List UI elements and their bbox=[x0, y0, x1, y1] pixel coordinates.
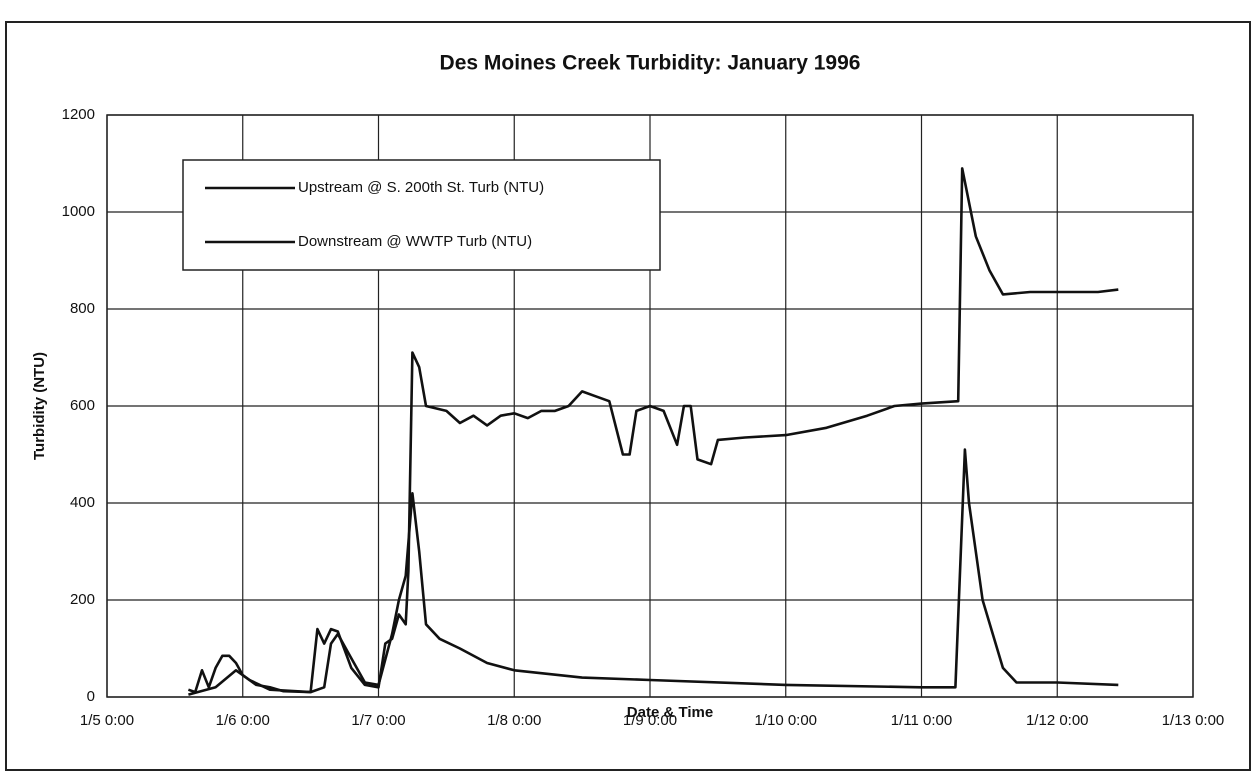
y-axis-label: Turbidity (NTU) bbox=[31, 352, 48, 460]
frame bbox=[5, 21, 1251, 771]
plot-border bbox=[106, 114, 1194, 698]
chart-title: Des Moines Creek Turbidity: January 1996 bbox=[440, 52, 861, 75]
y-tick-label: 0 bbox=[87, 688, 95, 705]
y-tick-label: 600 bbox=[70, 397, 95, 414]
y-tick-label: 1200 bbox=[62, 106, 95, 123]
y-tick-label: 400 bbox=[70, 494, 95, 511]
y-tick-label: 1000 bbox=[62, 203, 95, 220]
x-tick-label: 1/13 0:00 bbox=[1162, 712, 1225, 729]
y-tick-label: 800 bbox=[70, 300, 95, 317]
x-tick-label: 1/12 0:00 bbox=[1026, 712, 1089, 729]
legend-label: Upstream @ S. 200th St. Turb (NTU) bbox=[298, 179, 544, 196]
x-tick-label: 1/6 0:00 bbox=[216, 712, 270, 729]
x-tick-label: 1/5 0:00 bbox=[80, 712, 134, 729]
x-tick-label: 1/10 0:00 bbox=[754, 712, 817, 729]
x-tick-label: 1/8 0:00 bbox=[487, 712, 541, 729]
x-tick-label: 1/11 0:00 bbox=[891, 712, 952, 729]
x-tick-label: 1/7 0:00 bbox=[351, 712, 405, 729]
x-axis-label: Date & Time bbox=[627, 704, 713, 721]
legend-box bbox=[182, 159, 661, 271]
x-tick-label: 1/9 0:00 bbox=[623, 712, 677, 729]
y-tick-label: 200 bbox=[70, 591, 95, 608]
series-line bbox=[188, 448, 1119, 696]
legend-label: Downstream @ WWTP Turb (NTU) bbox=[298, 233, 532, 250]
series-line bbox=[187, 167, 1119, 694]
